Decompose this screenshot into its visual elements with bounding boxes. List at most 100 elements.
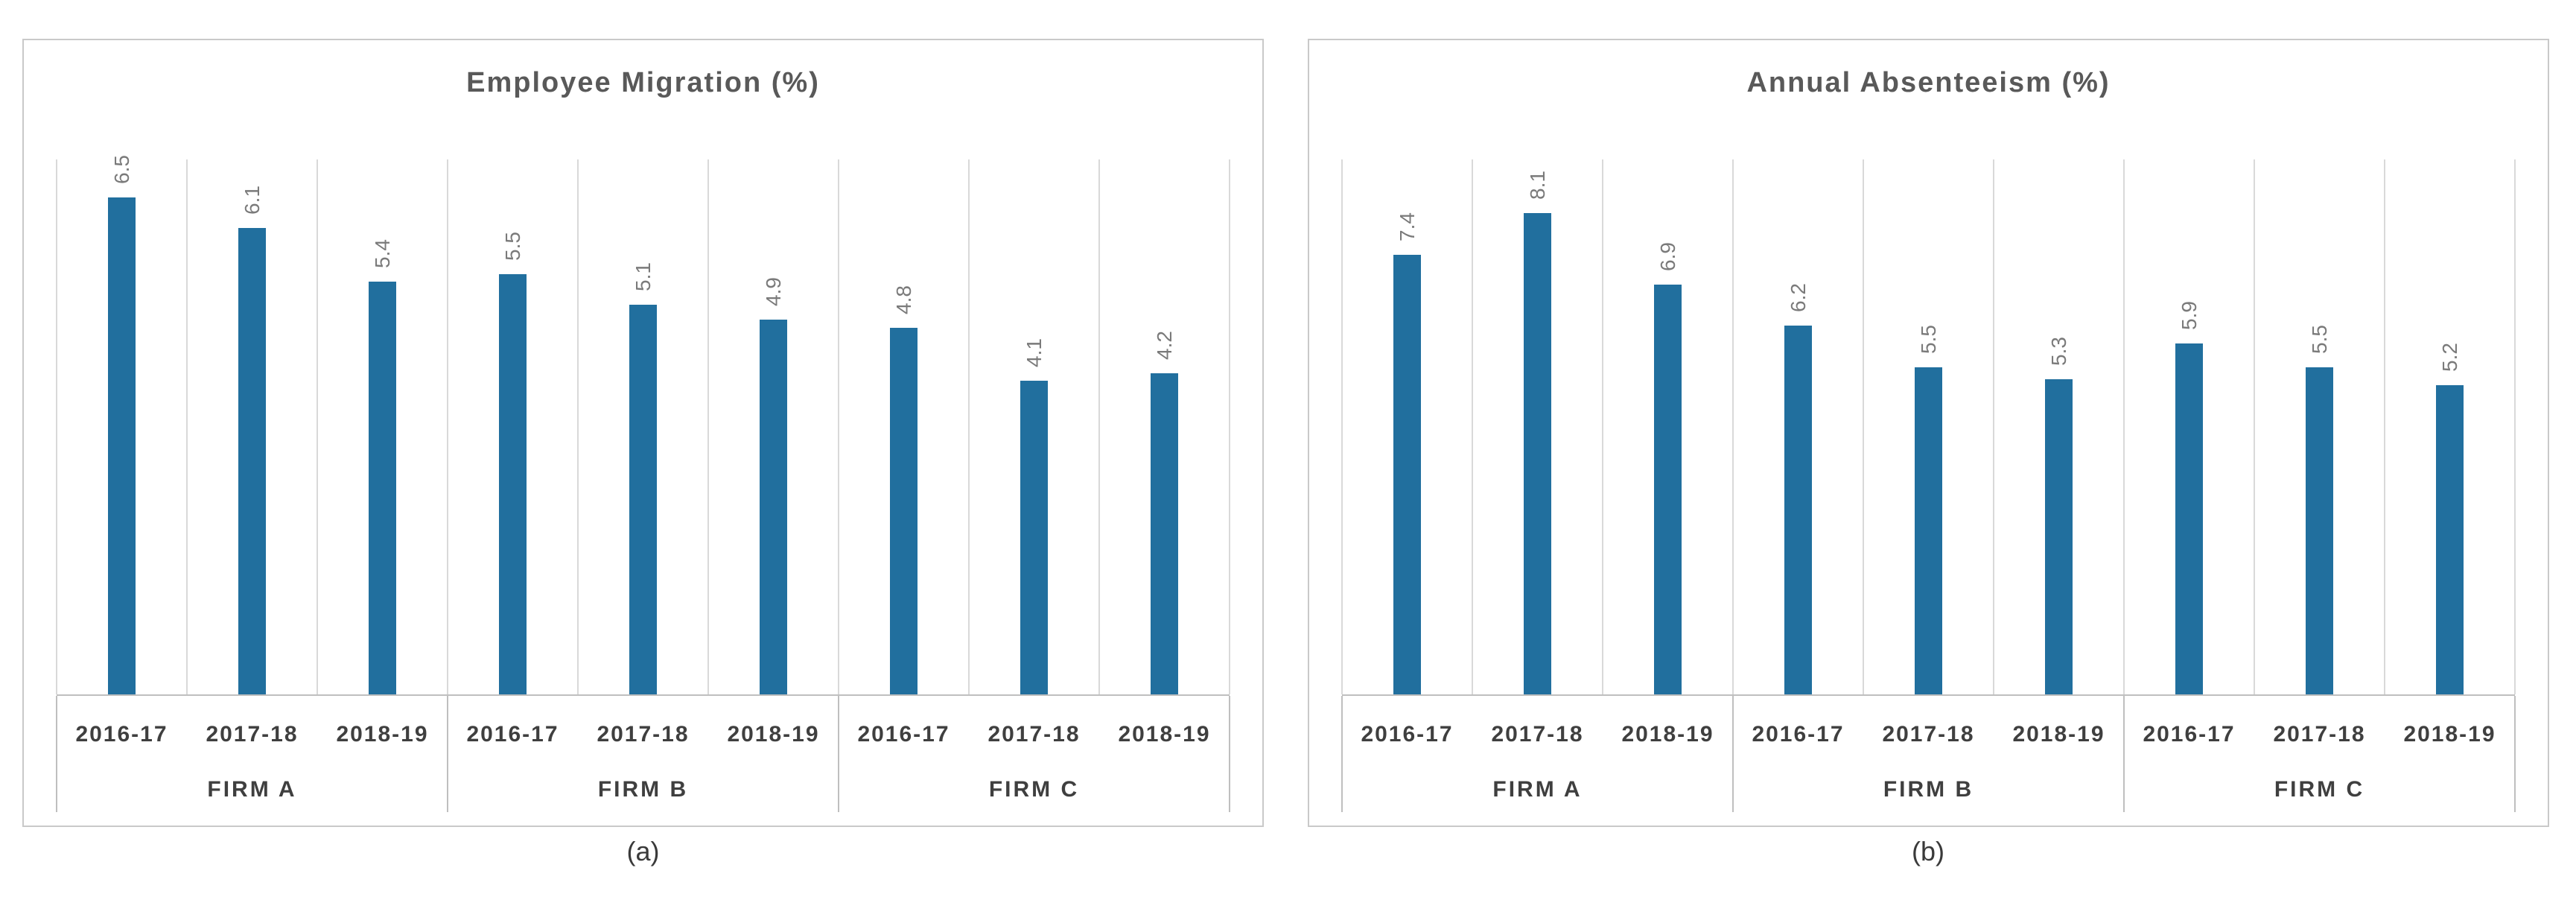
bar	[1393, 255, 1421, 694]
gridline	[838, 159, 839, 694]
bar-value-label: 8.1	[1525, 171, 1549, 200]
gridline	[1341, 159, 1343, 694]
bar-value-label: 4.1	[1022, 338, 1046, 367]
bar	[1915, 367, 1942, 694]
bar	[629, 305, 657, 694]
group-separator-line	[838, 696, 839, 812]
group-separator-line	[1229, 696, 1230, 812]
gridline	[1602, 159, 1603, 694]
x-axis-line	[1342, 694, 2515, 696]
bar	[2306, 367, 2333, 694]
bar-value-label: 7.4	[1395, 212, 1419, 241]
x-axis-year-label: 2018-19	[1621, 722, 1714, 747]
gridline	[2254, 159, 2255, 694]
bar	[760, 320, 787, 694]
group-separator-line	[1341, 696, 1343, 812]
bar-value-label: 5.9	[2177, 301, 2201, 330]
bar-value-label: 5.5	[2307, 325, 2331, 354]
bar-value-label: 4.2	[1152, 331, 1176, 360]
x-axis-year-label: 2017-18	[1882, 722, 1975, 747]
gridline	[1993, 159, 1994, 694]
chart-title: Employee Migration (%)	[466, 67, 820, 98]
bar	[2436, 385, 2464, 694]
bar	[1151, 373, 1178, 694]
x-axis-year-label: 2016-17	[466, 722, 559, 747]
x-axis-year-label: 2018-19	[1118, 722, 1211, 747]
figure-caption-b: (b)	[1912, 836, 1944, 866]
group-separator-line	[1732, 696, 1734, 812]
group-separator-line	[2514, 696, 2516, 812]
x-axis-year-label: 2018-19	[336, 722, 429, 747]
bar	[890, 328, 917, 694]
x-axis-firm-label: FIRM C	[2274, 777, 2365, 802]
x-axis-year-label: 2018-19	[2403, 722, 2496, 747]
chart-panel-b: Annual Absenteeism (%) 7.4 8.1 6.9 6.2 5.5 5.…	[1308, 39, 2549, 827]
bar-value-label: 6.9	[1656, 242, 1679, 271]
x-axis-firm-label: FIRM A	[1492, 777, 1583, 802]
gridline	[577, 159, 579, 694]
chart-title: Annual Absenteeism (%)	[1746, 67, 2111, 98]
gridline	[968, 159, 970, 694]
bar-value-label: 6.1	[240, 186, 264, 215]
x-axis-year-label: 2016-17	[1361, 722, 1454, 747]
gridline	[56, 159, 57, 694]
gridline	[447, 159, 448, 694]
x-axis-line	[57, 694, 1230, 696]
x-axis-label-band: 2016-17 2017-18 2018-19 2016-17 2017-18 2018-…	[56, 696, 1230, 814]
gridline	[317, 159, 318, 694]
bar	[108, 197, 136, 694]
x-axis-firm-label: FIRM B	[1883, 777, 1974, 802]
x-axis-year-label: 2016-17	[1752, 722, 1845, 747]
gridline	[2123, 159, 2125, 694]
bar	[238, 228, 266, 694]
x-axis-firm-label: FIRM A	[207, 777, 297, 802]
group-separator-line	[447, 696, 448, 812]
plot-area: 6.5 6.1 5.4 5.5 5.1 4.9 4.8 4.1 4.2	[56, 155, 1230, 694]
bar	[1020, 381, 1048, 694]
bar-value-label: 4.9	[761, 277, 785, 306]
bar-value-label: 5.1	[631, 262, 655, 291]
bar	[499, 274, 527, 694]
bar-value-label: 6.5	[109, 155, 133, 184]
x-axis-year-label: 2017-18	[206, 722, 299, 747]
bar-value-label: 5.2	[2437, 343, 2461, 372]
plot-area: 7.4 8.1 6.9 6.2 5.5 5.3 5.9 5.5 5.2	[1341, 159, 2516, 694]
x-axis-firm-label: FIRM C	[988, 777, 1080, 802]
x-axis-year-label: 2018-19	[727, 722, 820, 747]
gridline	[186, 159, 188, 694]
bar-value-label: 6.2	[1786, 283, 1810, 312]
gridline	[707, 159, 709, 694]
gridline	[1472, 159, 1473, 694]
x-axis-firm-label: FIRM B	[597, 777, 689, 802]
group-separator-line	[56, 696, 57, 812]
gridline	[1732, 159, 1734, 694]
x-axis-year-label: 2017-18	[1491, 722, 1584, 747]
x-axis-year-label: 2016-17	[75, 722, 168, 747]
x-axis-year-label: 2017-18	[988, 722, 1081, 747]
x-axis-year-label: 2016-17	[857, 722, 950, 747]
bar	[1524, 213, 1551, 694]
x-axis-year-label: 2017-18	[2273, 722, 2366, 747]
gridline	[1863, 159, 1864, 694]
chart-panel-a: Employee Migration (%) 6.5 6.1 5.4 5.5 5.1 4.…	[22, 39, 1264, 827]
x-axis-year-label: 2017-18	[597, 722, 690, 747]
gridline	[2384, 159, 2385, 694]
bar-value-label: 5.3	[2047, 337, 2070, 366]
gridline	[1229, 159, 1230, 694]
gridline	[2514, 159, 2516, 694]
bar	[369, 282, 396, 694]
figure-caption-a: (a)	[626, 836, 660, 866]
bar-value-label: 5.5	[1916, 325, 1940, 354]
x-axis-year-label: 2016-17	[2143, 722, 2236, 747]
bar-value-label: 5.4	[370, 239, 394, 268]
x-axis-year-label: 2018-19	[2012, 722, 2105, 747]
bar	[1784, 326, 1812, 694]
bar	[2175, 343, 2203, 694]
bar-value-label: 4.8	[891, 285, 915, 314]
group-separator-line	[2123, 696, 2125, 812]
x-axis-label-band: 2016-17 2017-18 2018-19 2016-17 2017-18 2018-…	[1341, 696, 2516, 814]
gridline	[1098, 159, 1100, 694]
bar-value-label: 5.5	[500, 232, 524, 261]
bar	[2045, 379, 2073, 694]
bar	[1654, 285, 1682, 694]
